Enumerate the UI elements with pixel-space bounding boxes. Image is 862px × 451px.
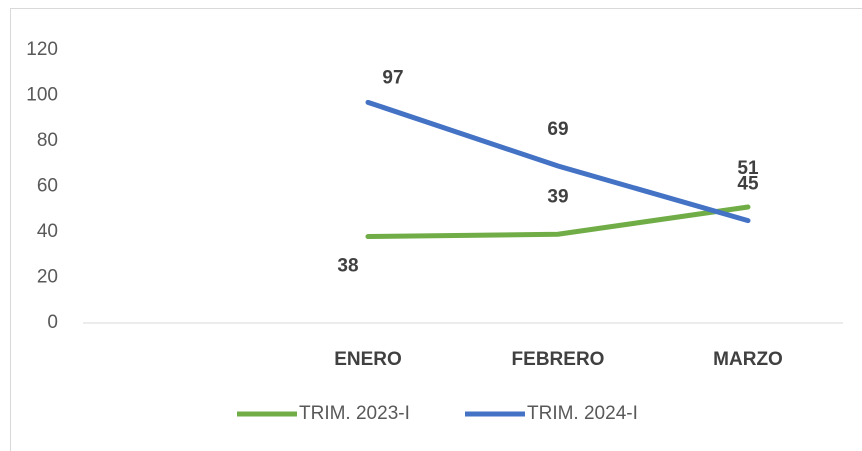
y-tick-label: 0 (47, 312, 58, 333)
legend-label: TRIM. 2024-I (527, 403, 638, 424)
x-tick-label: ENERO (334, 349, 402, 370)
y-tick-label: 100 (26, 85, 58, 106)
y-tick-label: 40 (37, 221, 58, 242)
line-series (365, 99, 751, 224)
chart-frame (10, 8, 862, 451)
line-series (365, 204, 751, 240)
data-label: 69 (547, 119, 568, 140)
y-tick-label: 80 (37, 130, 58, 151)
data-label: 97 (382, 67, 403, 88)
x-tick-label: FEBRERO (512, 349, 605, 370)
y-tick-label: 20 (37, 267, 58, 288)
legend-label: TRIM. 2023-I (299, 403, 410, 424)
data-label: 39 (547, 186, 568, 207)
data-label: 45 (737, 174, 759, 195)
y-tick-label: 120 (26, 39, 58, 60)
y-tick-label: 60 (37, 176, 58, 197)
data-label: 51 (737, 158, 759, 179)
x-tick-label: MARZO (713, 349, 783, 370)
data-label: 38 (337, 256, 358, 277)
